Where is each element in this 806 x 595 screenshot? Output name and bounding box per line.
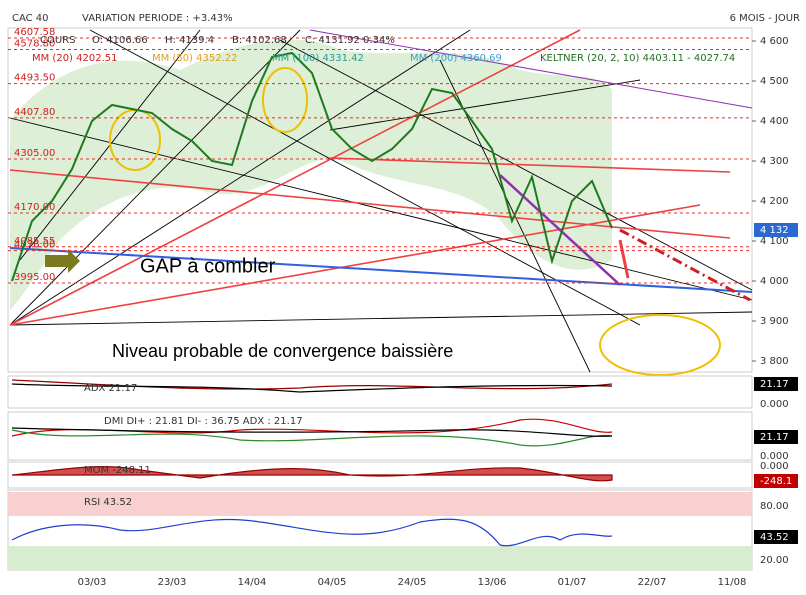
variation: VARIATION PERIODE : +3.43% xyxy=(82,13,233,24)
tag-label: 21.17 xyxy=(760,379,789,390)
annotation: GAP à combler xyxy=(140,255,276,277)
indicator: MM (50) 4352.22 xyxy=(152,53,238,64)
tag-label: -248.1 xyxy=(760,476,792,487)
level-label: 4076.00 xyxy=(14,240,55,251)
symbol: CAC 40 xyxy=(12,13,49,24)
indicator-lines xyxy=(11,379,613,547)
x-tick-label: 23/03 xyxy=(158,577,187,588)
x-tick-label: 14/04 xyxy=(238,577,267,588)
panel-label: DMI DI+ : 21.81 DI- : 36.75 ADX : 21.17 xyxy=(104,416,303,427)
level-label: 4407.80 xyxy=(14,107,55,118)
y-tick-label: 4 500 xyxy=(760,76,789,87)
y-tick-label: 4 100 xyxy=(760,236,789,247)
panel-tick: 20.00 xyxy=(760,555,789,566)
panel-label: MOM -248.11 xyxy=(84,465,151,476)
x-tick-label: 01/07 xyxy=(558,577,587,588)
level-label: 4085.55 xyxy=(14,236,55,247)
y-tick-label: 3 800 xyxy=(760,356,789,367)
tag-label: 21.17 xyxy=(760,432,789,443)
y-tick-label: 4 300 xyxy=(760,156,789,167)
tag-label: 43.52 xyxy=(760,532,789,543)
panel-tick: 0.000 xyxy=(760,399,789,410)
panel-label: RSI 43.52 xyxy=(84,497,132,508)
indicator: MM (200) 4360.69 xyxy=(410,53,502,64)
rsi-oversold xyxy=(8,546,752,570)
panel-tick: 0.000 xyxy=(760,461,789,472)
level-label: 4305.00 xyxy=(14,148,55,159)
legend-c: C: 4131.92 0.34% xyxy=(305,35,395,46)
y-tick-label: 4 200 xyxy=(760,196,789,207)
panel-tick: 0.000 xyxy=(760,451,789,462)
period: 6 MOIS - JOUR xyxy=(730,13,800,24)
indicator: KELTNER (20, 2, 10) 4403.11 - 4027.74 xyxy=(540,53,735,64)
level-label: 4607.58 xyxy=(14,27,55,38)
level-label: 4493.50 xyxy=(14,73,55,84)
level-label: 4170.00 xyxy=(14,202,55,213)
x-tick-label: 04/05 xyxy=(318,577,347,588)
price-tag xyxy=(754,223,798,237)
y-tick-label: 4 600 xyxy=(760,36,789,47)
tag xyxy=(754,430,798,444)
adx-panel xyxy=(7,375,753,409)
y-tick-label: 4 400 xyxy=(760,116,789,127)
legend-o: O: 4106.66 xyxy=(92,35,148,46)
legend-series: COURS xyxy=(40,35,75,46)
price-tag-label: 4 132 xyxy=(760,225,789,236)
level-label: 4578.80 xyxy=(14,38,55,49)
level-label: 3995.00 xyxy=(14,272,55,283)
tag xyxy=(754,530,798,544)
price-line xyxy=(11,51,613,282)
legend-h: H: 4139.4 xyxy=(165,35,214,46)
x-tick-label: 03/03 xyxy=(78,577,107,588)
indicator: MM (100) 4331.42 xyxy=(272,53,364,64)
y-tick-label: 3 900 xyxy=(760,316,789,327)
rsi-overbought xyxy=(8,492,752,516)
x-tick-label: 11/08 xyxy=(718,577,747,588)
panel-tick: 80.00 xyxy=(760,501,789,512)
x-tick-label: 24/05 xyxy=(398,577,427,588)
indicator: MM (20) 4202.51 xyxy=(32,53,118,64)
panel-label: ADX 21.17 xyxy=(84,383,137,394)
gap-line xyxy=(9,247,753,293)
x-tick-label: 13/06 xyxy=(478,577,507,588)
x-tick-label: 22/07 xyxy=(638,577,667,588)
legend-b: B: 4102.68 xyxy=(232,35,287,46)
annotation: Niveau probable de convergence baissière xyxy=(112,341,453,361)
tag xyxy=(754,377,798,391)
y-tick-label: 4 000 xyxy=(760,276,789,287)
dmi-panel xyxy=(7,411,753,461)
trendlines xyxy=(9,29,753,376)
tag xyxy=(754,474,798,488)
